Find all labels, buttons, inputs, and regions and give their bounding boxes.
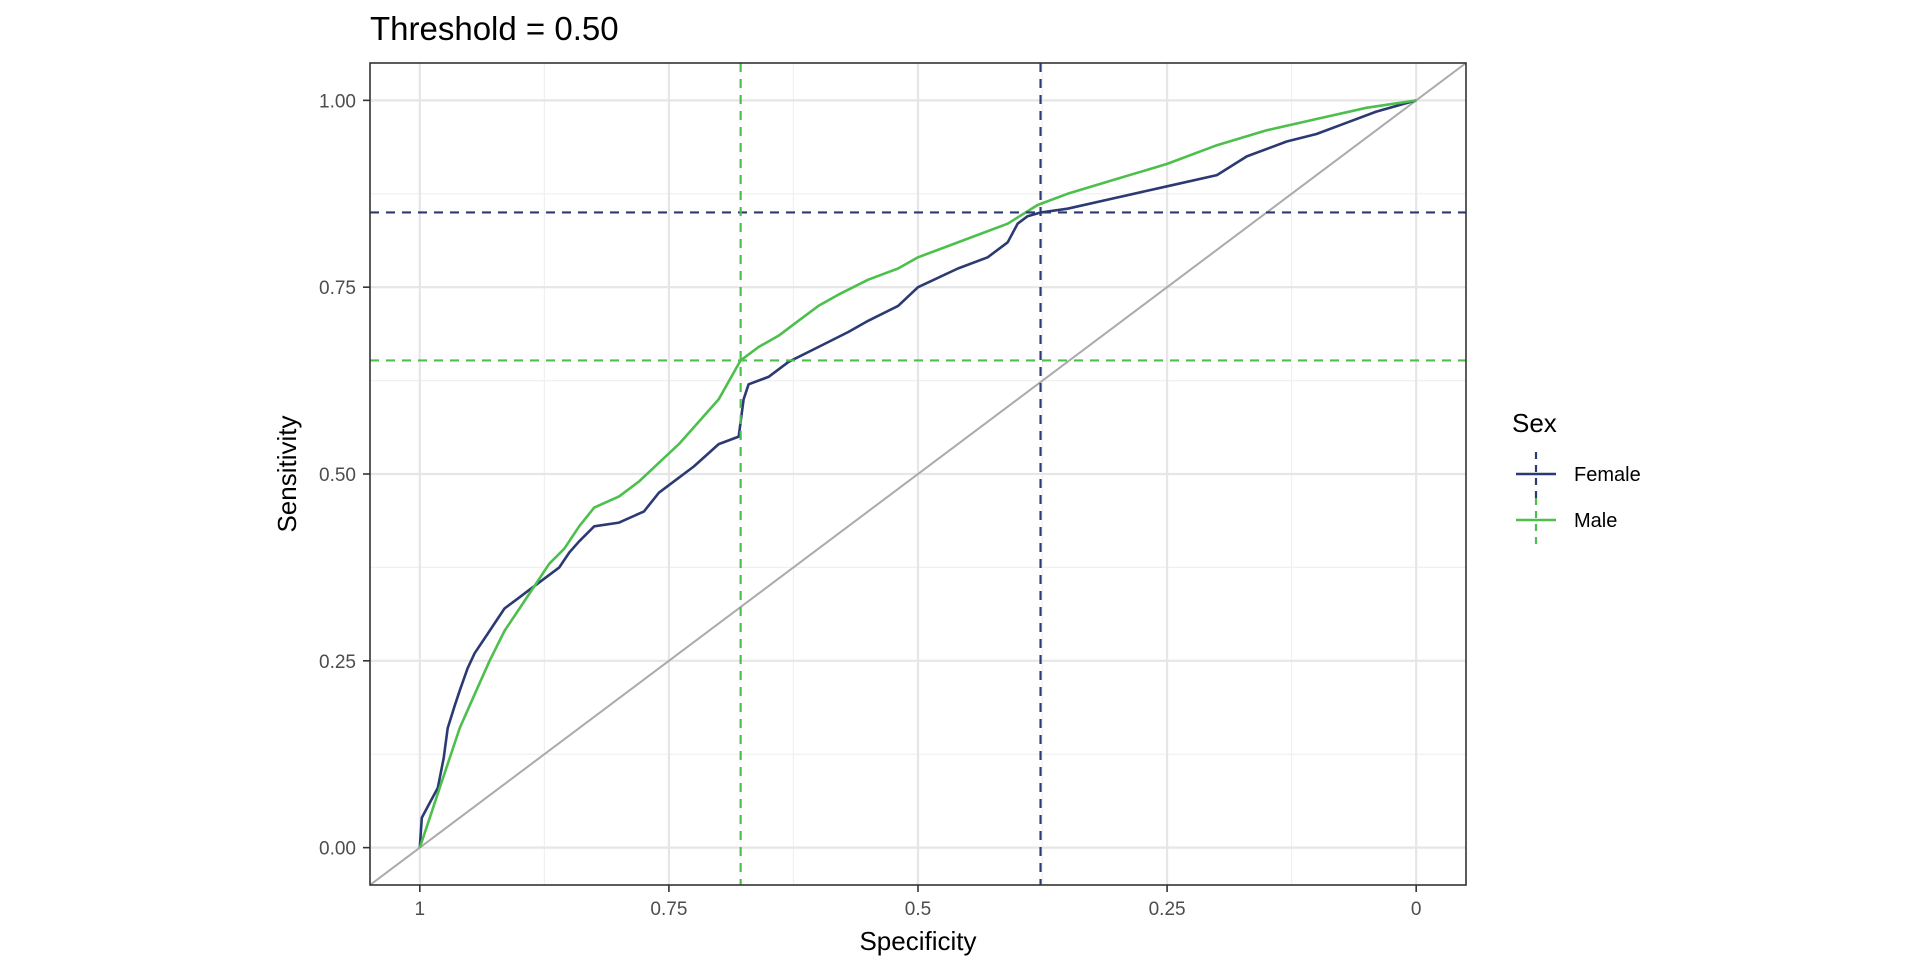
roc-curve-male [418,99,1417,849]
x-tick-label: 0 [1411,899,1422,920]
x-tick-label: 0.25 [1149,899,1186,920]
y-tick-label: 0.00 [319,839,356,860]
x-tick-label: 0.75 [650,899,687,920]
y-tick-label: 1.00 [319,91,356,112]
axis-layer: 1 0.75 0.5 0.25 0 0.00 0.25 0.50 0.75 1.00 [319,91,1421,920]
series-layer [418,99,1417,849]
reference-layer [369,62,1467,886]
y-tick-label: 0.50 [319,465,356,486]
legend-title: Sex [1512,408,1557,438]
y-tick-label: 0.25 [319,652,356,673]
legend-item-female: Female [1516,452,1641,498]
y-axis-title: Sensitivity [272,415,302,532]
chance-diagonal-line [369,62,1467,886]
x-axis-title: Specificity [859,926,976,956]
threshold-layer [370,63,1466,885]
legend-label-female: Female [1574,464,1641,486]
legend: Sex Female Male [1512,408,1641,544]
y-tick-label: 0.75 [319,278,356,299]
legend-label-male: Male [1574,510,1617,532]
roc-curve-female [418,99,1417,848]
x-tick-label: 0.5 [905,899,931,920]
x-tick-label: 1 [415,899,426,920]
chart-title: Threshold = 0.50 [370,10,619,47]
legend-item-male: Male [1516,498,1617,544]
